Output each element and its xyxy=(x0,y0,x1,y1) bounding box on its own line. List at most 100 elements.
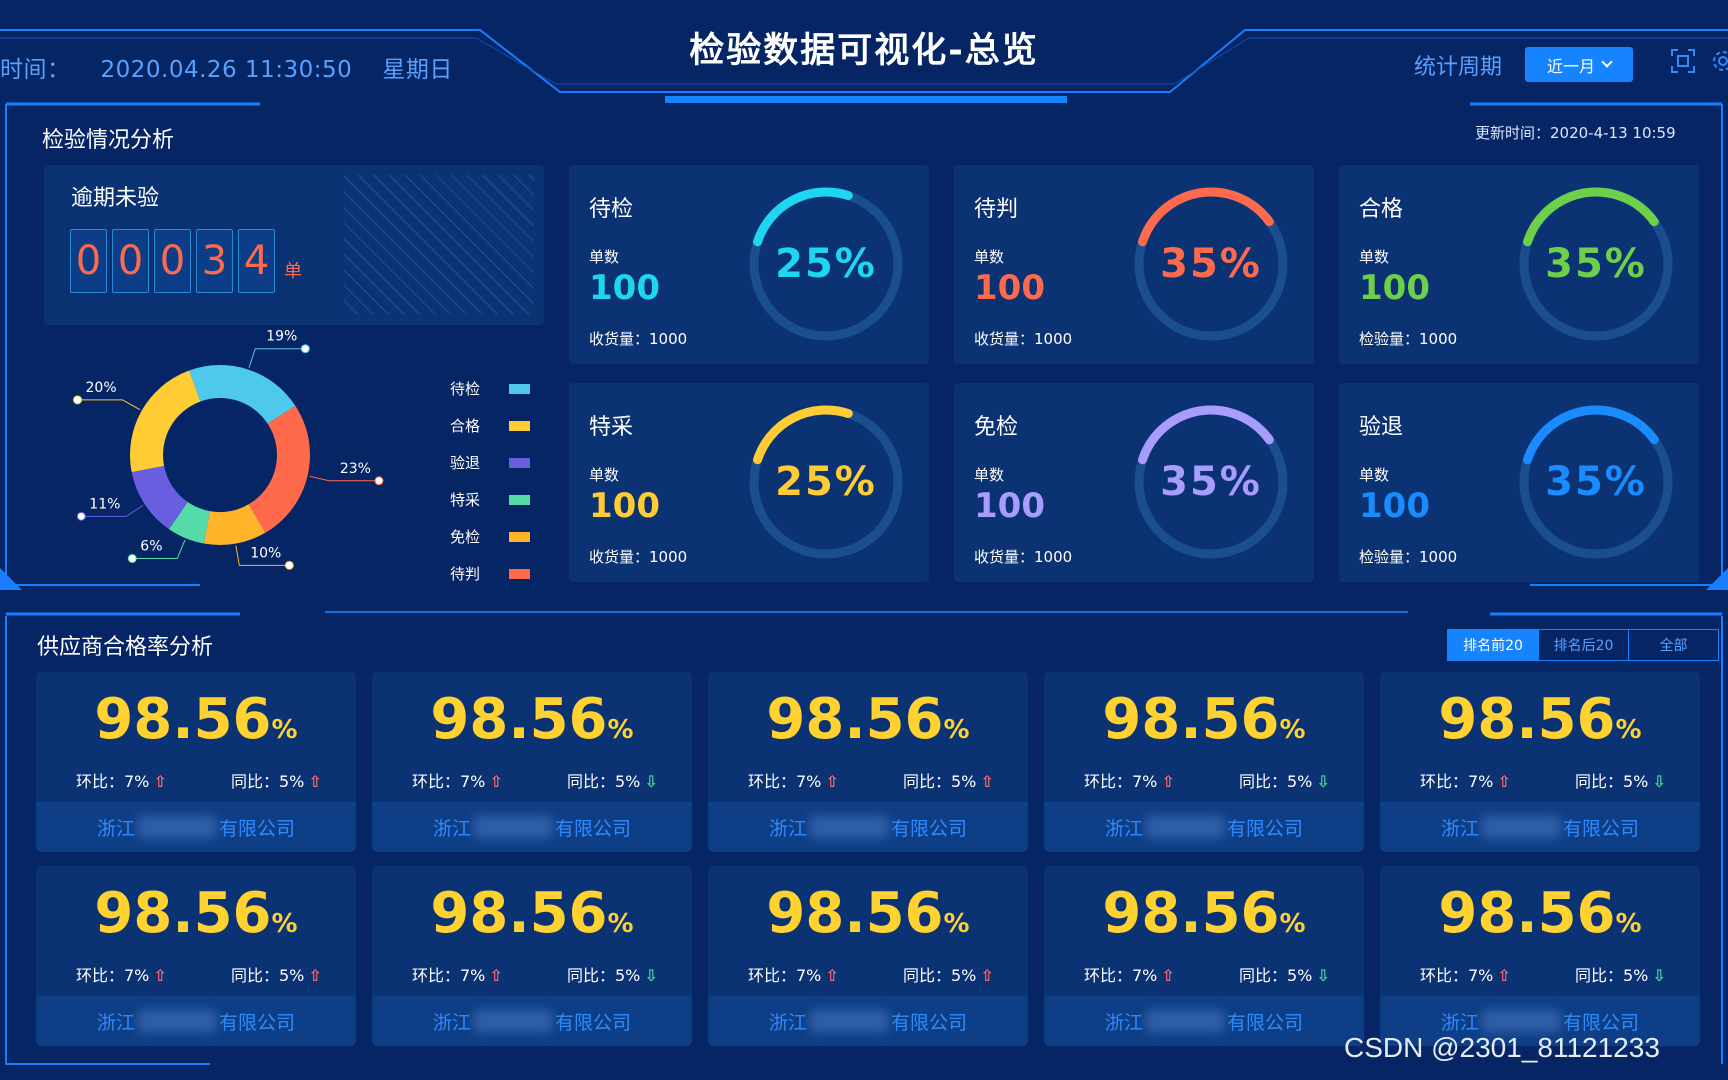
card-percent: 35% xyxy=(1545,459,1647,505)
supplier-card[interactable]: 98.56% 环比：7% ⇧ 同比：5% ⇩ 浙江 有限公司 xyxy=(1044,866,1364,1046)
ring-progress xyxy=(1134,187,1288,341)
supplier-card[interactable]: 98.56% 环比：7% ⇧ 同比：5% ⇧ 浙江 有限公司 xyxy=(36,866,356,1046)
company-suffix: 有限公司 xyxy=(555,1011,632,1034)
donut-leader-dot xyxy=(300,344,310,354)
card-count-label: 单数 xyxy=(974,466,1005,484)
settings-icon[interactable] xyxy=(1710,48,1728,74)
pass-rate-value: 98.56 xyxy=(94,687,272,752)
supplier-card[interactable]: 98.56% 环比：7% ⇧ 同比：5% ⇩ 浙江 有限公司 xyxy=(372,866,692,1046)
company-suffix: 有限公司 xyxy=(219,1011,296,1034)
mom-stat: 环比：7% ⇧ xyxy=(1084,768,1175,792)
redacted-text xyxy=(473,816,553,838)
card-name: 待检 xyxy=(589,197,634,222)
period-select[interactable]: 近一月 xyxy=(1525,47,1633,82)
card-name: 免检 xyxy=(974,415,1019,440)
counter-digit: 3 xyxy=(196,229,233,293)
legend-label: 特采 xyxy=(450,491,481,509)
card-count-label: 单数 xyxy=(974,248,1005,266)
company-suffix: 有限公司 xyxy=(1563,1011,1640,1034)
pass-rate-value: 98.56 xyxy=(430,881,608,946)
arrow-up-icon: ⇧ xyxy=(153,772,167,791)
yoy-text: 同比：5% xyxy=(903,772,977,791)
counter-digit: 0 xyxy=(70,229,107,293)
arrow-up-icon: ⇧ xyxy=(980,966,994,985)
donut-label: 19% xyxy=(266,330,297,345)
supplier-card[interactable]: 98.56% 环比：7% ⇧ 同比：5% ⇧ 浙江 有限公司 xyxy=(36,672,356,852)
yoy-stat: 同比：5% ⇩ xyxy=(1239,962,1330,986)
legend-item: 免检 xyxy=(450,518,530,555)
supplier-card[interactable]: 98.56% 环比：7% ⇧ 同比：5% ⇩ 浙江 有限公司 xyxy=(1380,866,1700,1046)
supplier-card[interactable]: 98.56% 环比：7% ⇧ 同比：5% ⇧ 浙江 有限公司 xyxy=(708,866,1028,1046)
yoy-stat: 同比：5% ⇩ xyxy=(1575,768,1666,792)
pass-rate: 98.56% xyxy=(1380,687,1700,752)
company-suffix: 有限公司 xyxy=(891,1011,968,1034)
card-name: 特采 xyxy=(589,415,634,440)
mom-stat: 环比：7% ⇧ xyxy=(76,962,167,986)
ring-progress xyxy=(1134,405,1288,559)
redacted-text xyxy=(809,1010,889,1032)
yoy-stat: 同比：5% ⇩ xyxy=(567,768,658,792)
arrow-down-icon: ⇩ xyxy=(644,966,658,985)
watermark: CSDN @2301_81121233 xyxy=(1344,1032,1660,1063)
ring-progress xyxy=(1519,187,1673,341)
pass-rate: 98.56% xyxy=(708,687,1028,752)
card-footer: 收货量：1000 xyxy=(974,330,1073,348)
mom-stat: 环比：7% ⇧ xyxy=(748,768,839,792)
counter-digit: 4 xyxy=(238,229,275,293)
period-select-value: 近一月 xyxy=(1546,56,1595,76)
yoy-stat: 同比：5% ⇩ xyxy=(1239,768,1330,792)
status-card: 待判 单数 100 收货量：1000 35% xyxy=(954,165,1314,364)
status-card: 免检 单数 100 收货量：1000 35% xyxy=(954,383,1314,582)
progress-ring xyxy=(749,405,903,559)
pass-rate-unit: % xyxy=(1615,909,1642,939)
card-footer: 检验量：1000 xyxy=(1359,330,1458,348)
pass-rate-unit: % xyxy=(271,715,298,745)
mom-stat: 环比：7% ⇧ xyxy=(412,962,503,986)
company-suffix: 有限公司 xyxy=(1227,1011,1304,1034)
legend-swatch xyxy=(509,531,530,542)
legend-label: 免检 xyxy=(450,528,481,546)
arrow-up-icon: ⇧ xyxy=(308,772,322,791)
company-prefix: 浙江 xyxy=(768,1011,807,1034)
mom-text: 环比：7% xyxy=(748,966,822,985)
supplier-card[interactable]: 98.56% 环比：7% ⇧ 同比：5% ⇧ 浙江 有限公司 xyxy=(708,672,1028,852)
mom-text: 环比：7% xyxy=(1084,966,1158,985)
redacted-text xyxy=(1481,1010,1561,1032)
donut-leader-line xyxy=(77,399,141,411)
yoy-stat: 同比：5% ⇧ xyxy=(903,962,994,986)
tab-top20[interactable]: 排名前20 xyxy=(1448,630,1538,660)
mom-text: 环比：7% xyxy=(1084,772,1158,791)
pass-rate-unit: % xyxy=(943,715,970,745)
supplier-card[interactable]: 98.56% 环比：7% ⇧ 同比：5% ⇩ 浙江 有限公司 xyxy=(1044,672,1364,852)
progress-ring xyxy=(1519,405,1673,559)
donut-slice xyxy=(131,465,188,530)
arrow-up-icon: ⇧ xyxy=(153,966,167,985)
card-count: 100 xyxy=(1359,268,1430,308)
tab-all[interactable]: 全部 xyxy=(1628,630,1718,660)
supplier-card[interactable]: 98.56% 环比：7% ⇧ 同比：5% ⇩ 浙江 有限公司 xyxy=(1380,672,1700,852)
donut-leader-dot xyxy=(76,511,86,521)
company-name: 浙江 有限公司 xyxy=(708,802,1028,852)
mom-stat: 环比：7% ⇧ xyxy=(1084,962,1175,986)
card-name: 验退 xyxy=(1359,415,1404,440)
mom-text: 环比：7% xyxy=(1420,772,1494,791)
pass-rate: 98.56% xyxy=(372,687,692,752)
card-percent: 35% xyxy=(1545,241,1647,287)
company-prefix: 浙江 xyxy=(1104,817,1143,840)
page-title: 检验数据可视化-总览 xyxy=(689,31,1039,71)
screen-fit-icon[interactable] xyxy=(1670,48,1696,74)
stripe-decoration xyxy=(344,175,534,315)
yoy-text: 同比：5% xyxy=(231,772,305,791)
supplier-card[interactable]: 98.56% 环比：7% ⇧ 同比：5% ⇩ 浙江 有限公司 xyxy=(372,672,692,852)
pass-rate: 98.56% xyxy=(1044,881,1364,946)
company-suffix: 有限公司 xyxy=(891,817,968,840)
status-card: 特采 单数 100 收货量：1000 25% xyxy=(569,383,929,582)
company-name: 浙江 有限公司 xyxy=(1044,802,1364,852)
legend-swatch xyxy=(509,383,530,394)
pass-rate-unit: % xyxy=(607,715,634,745)
donut-label: 10% xyxy=(250,545,281,561)
company-name: 浙江 有限公司 xyxy=(708,996,1028,1046)
tab-bottom20[interactable]: 排名后20 xyxy=(1538,630,1628,660)
card-count-label: 单数 xyxy=(589,248,620,266)
donut-leader-line xyxy=(235,545,290,566)
